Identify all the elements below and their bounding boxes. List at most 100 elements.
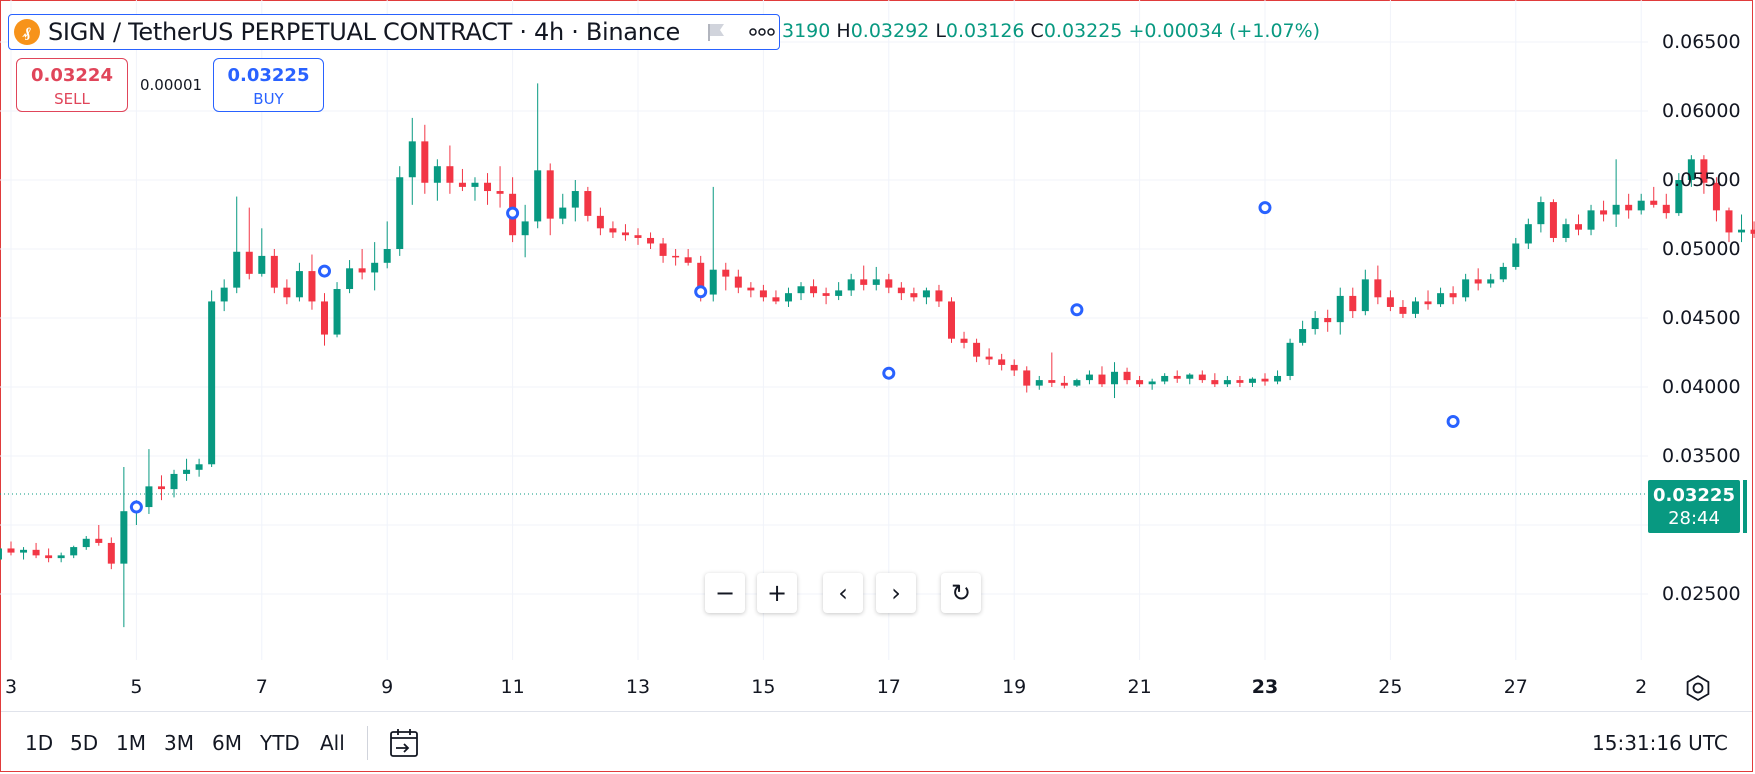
candle-body [784,293,792,302]
flag-icon[interactable] [706,23,726,41]
candle [935,284,943,307]
zoom-in-button[interactable]: + [757,573,797,613]
time-scale-label: 7 [255,676,268,698]
utc-clock[interactable]: 15:31:16 UTC [1592,731,1728,755]
candle-body [484,182,492,192]
candle-body [1048,380,1056,383]
candle [1600,200,1608,222]
time-scale-label: 5 [130,676,143,698]
event-marker[interactable] [129,500,143,514]
candle-body [948,301,955,339]
calendar-goto-icon[interactable] [388,727,420,759]
event-marker[interactable] [694,285,708,299]
candle-body [1060,382,1068,386]
candle-body [1173,375,1181,379]
buy-label: BUY [253,90,284,108]
candle-body [458,182,466,187]
ohlc-high: 0.03292 [850,20,930,42]
scroll-left-button[interactable]: ‹ [823,573,863,613]
candle-body [559,207,567,219]
time-scale-label: 17 [876,676,901,698]
candle [772,290,780,305]
event-marker[interactable] [882,366,896,380]
gear-icon[interactable] [1683,673,1713,703]
candle [1625,193,1633,219]
symbol-header[interactable]: ₰ SIGN / TetherUS PERPETUAL CONTRACT · 4… [8,14,780,50]
candle-body [1712,182,1720,211]
candle-body [1274,375,1282,382]
candle [1274,370,1282,385]
candle-body [20,549,28,553]
reset-chart-button[interactable]: ↻ [941,573,981,613]
current-price-tag: 0.03225 28:44 [1648,480,1740,533]
range-6m-button[interactable]: 6M [212,731,242,755]
buy-button[interactable]: 0.03225 BUY [213,58,324,112]
candle-body [446,166,454,183]
scroll-right-button[interactable]: › [876,573,916,613]
candle-body [1286,342,1294,376]
candle-body [872,279,880,285]
range-5d-button[interactable]: 5D [70,731,99,755]
candle-body [1625,204,1633,211]
candle-body [1462,279,1470,298]
event-marker[interactable] [506,206,520,220]
more-dots-icon[interactable] [747,23,777,41]
candle [1487,273,1495,288]
time-scale-label: 19 [1002,676,1027,698]
candle [1424,290,1432,310]
candle [659,237,667,263]
candle-body [897,287,905,294]
current-price-value: 0.03225 [1653,485,1735,506]
candle [1562,218,1570,243]
symbol-title[interactable]: SIGN / TetherUS PERPETUAL CONTRACT · 4h … [48,18,680,46]
range-ytd-button[interactable]: YTD [260,731,300,755]
zoom-out-button[interactable]: − [705,573,745,613]
candle [1073,378,1081,387]
time-scale-label: 9 [381,676,394,698]
candle [910,287,918,302]
candle [810,279,818,298]
candle-body [747,287,755,291]
candle-body [960,338,968,343]
candle [1612,159,1620,227]
candle [421,124,429,194]
candle [1010,359,1018,376]
candle [484,173,492,205]
ohlc-open-partial: 3190 [782,20,831,42]
candle [571,180,579,222]
event-marker[interactable] [318,264,331,278]
candle-body [82,538,90,548]
candle-body [621,232,629,236]
candle-body [998,359,1006,365]
candle [521,204,529,258]
event-marker[interactable] [1446,415,1460,428]
candle [1311,311,1319,335]
range-3m-button[interactable]: 3M [164,731,194,755]
candle [1750,221,1755,238]
candle-body [797,286,805,294]
candle-body [421,141,429,183]
event-marker[interactable] [1070,303,1084,317]
event-marker[interactable] [1258,201,1272,215]
range-1d-button[interactable]: 1D [25,731,54,755]
candle [333,282,341,338]
candle-body [571,191,579,208]
candle-body [1424,301,1432,305]
candle-body [1098,374,1106,385]
candle [220,279,228,312]
candle [1650,186,1658,208]
candle [684,249,692,266]
sell-button[interactable]: 0.03224 SELL [16,58,128,112]
price-scale-handle[interactable] [1743,480,1747,533]
candle [634,228,642,245]
time-scale-label: 25 [1378,676,1403,698]
candle [258,228,266,277]
range-1m-button[interactable]: 1M [116,731,146,755]
candle [647,232,655,249]
candle-body [1687,159,1695,180]
candle-body [333,289,341,335]
range-all-button[interactable]: All [320,731,345,755]
candle-body [835,290,843,296]
candle-body [358,268,366,273]
